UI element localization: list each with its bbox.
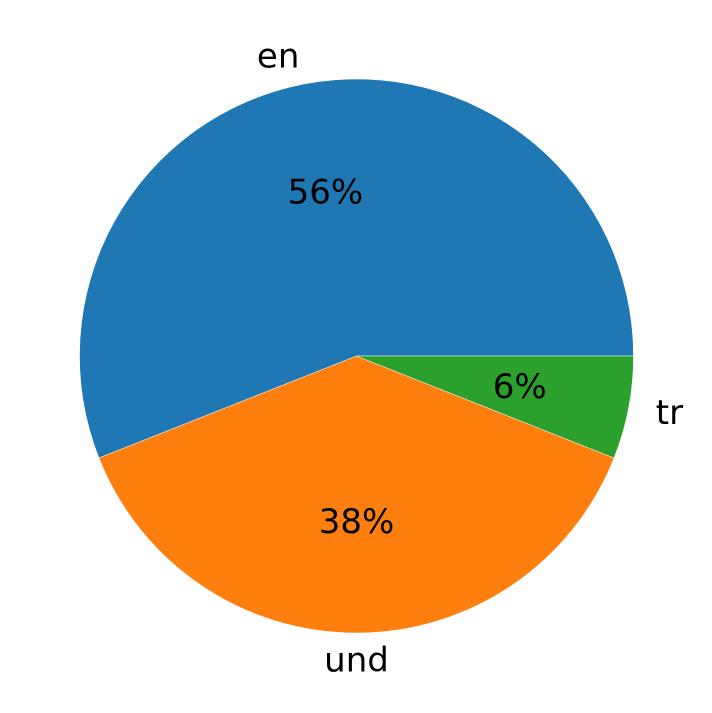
pie-slice-und	[98, 355, 615, 634]
pie-slices	[79, 78, 634, 634]
pct-label-tr: 6%	[493, 367, 547, 407]
slice-label-tr: tr	[656, 393, 683, 433]
pie-slice-en	[79, 78, 634, 459]
pie-labels: en 56% und 38% tr 6%	[257, 37, 683, 681]
pct-label-und: 38%	[319, 502, 395, 542]
pie-slice-tr	[356, 355, 634, 459]
pct-label-en: 56%	[288, 173, 364, 213]
slice-label-und: und	[324, 641, 389, 681]
slice-label-en: en	[257, 37, 299, 77]
